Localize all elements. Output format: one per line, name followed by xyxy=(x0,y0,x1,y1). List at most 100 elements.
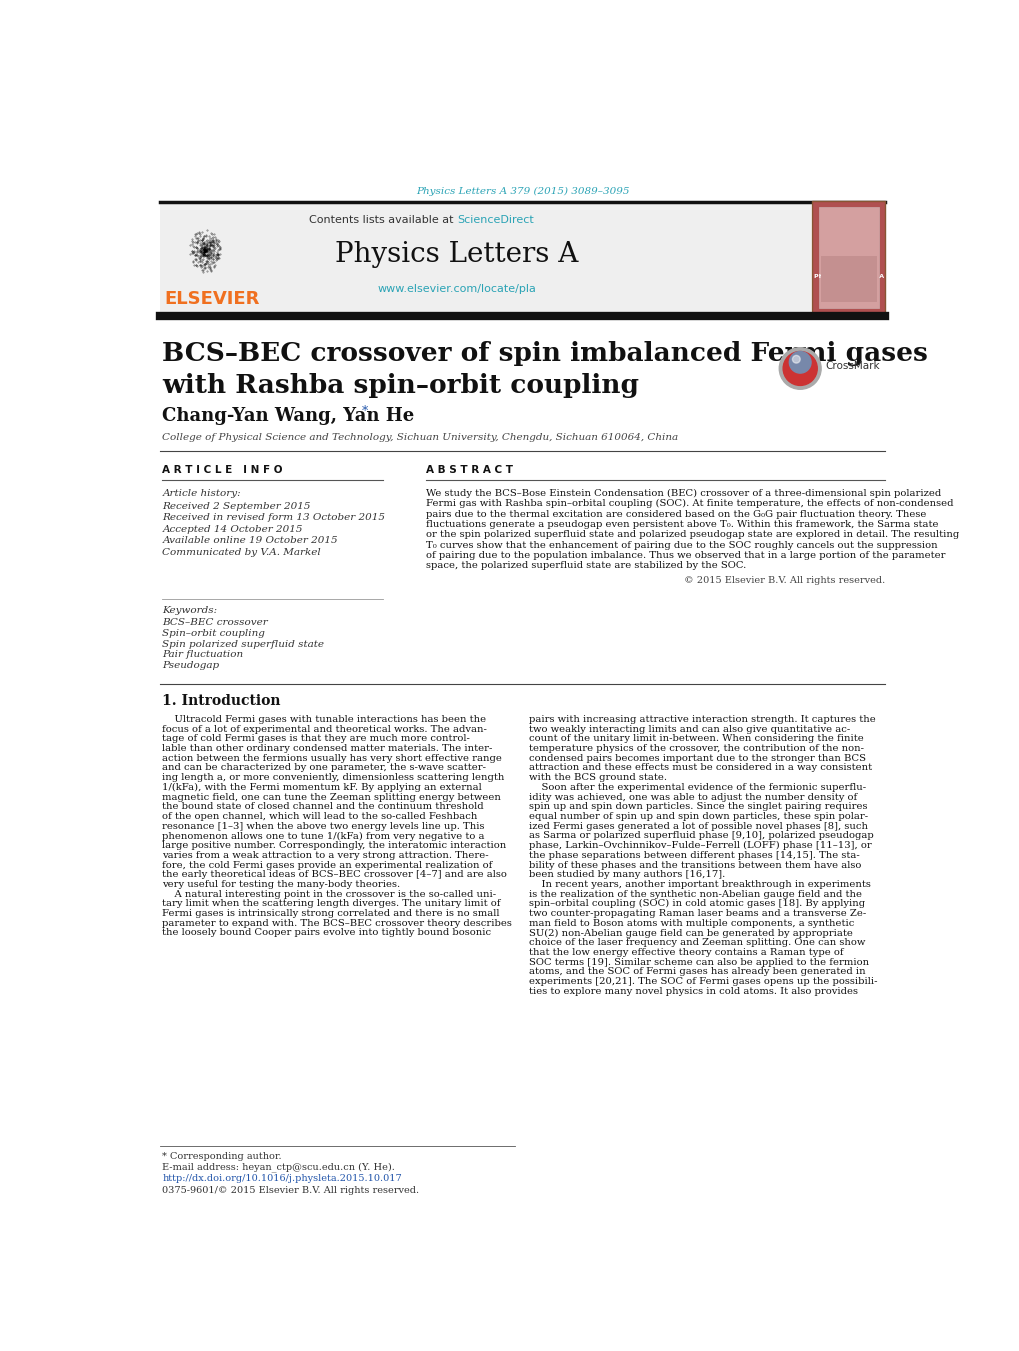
Text: attraction and these effects must be considered in a way consistent: attraction and these effects must be con… xyxy=(529,763,871,773)
Text: fluctuations generate a pseudogap even persistent above T₀. Within this framewor: fluctuations generate a pseudogap even p… xyxy=(426,520,937,528)
Text: large positive number. Correspondingly, the interatomic interaction: large positive number. Correspondingly, … xyxy=(162,842,506,850)
Circle shape xyxy=(779,347,820,389)
Text: count of the unitary limit in-between. When considering the finite: count of the unitary limit in-between. W… xyxy=(529,735,863,743)
Text: phase, Larkin–Ovchinnikov–Fulde–Ferrell (LOFF) phase [11–13], or: phase, Larkin–Ovchinnikov–Fulde–Ferrell … xyxy=(529,842,871,850)
Text: the early theoretical ideas of BCS–BEC crossover [4–7] and are also: the early theoretical ideas of BCS–BEC c… xyxy=(162,870,506,880)
Text: Physics Letters A: Physics Letters A xyxy=(335,240,578,267)
Text: spin–orbital coupling (SOC) in cold atomic gases [18]. By applying: spin–orbital coupling (SOC) in cold atom… xyxy=(529,900,864,908)
Text: Available online 19 October 2015: Available online 19 October 2015 xyxy=(162,536,337,546)
FancyBboxPatch shape xyxy=(818,207,878,308)
Text: varies from a weak attraction to a very strong attraction. There-: varies from a weak attraction to a very … xyxy=(162,851,488,859)
Text: pairs due to the thermal excitation are considered based on the G₀G pair fluctua: pairs due to the thermal excitation are … xyxy=(426,509,925,519)
Text: spin up and spin down particles. Since the singlet pairing requires: spin up and spin down particles. Since t… xyxy=(529,802,866,812)
Text: Pair fluctuation: Pair fluctuation xyxy=(162,650,244,659)
Text: that the low energy effective theory contains a Raman type of: that the low energy effective theory con… xyxy=(529,948,843,957)
Text: http://dx.doi.org/10.1016/j.physleta.2015.10.017: http://dx.doi.org/10.1016/j.physleta.201… xyxy=(162,1174,401,1183)
Text: Ultracold Fermi gases with tunable interactions has been the: Ultracold Fermi gases with tunable inter… xyxy=(162,715,486,724)
Text: A B S T R A C T: A B S T R A C T xyxy=(426,465,513,476)
Text: Received 2 September 2015: Received 2 September 2015 xyxy=(162,501,311,511)
Text: with the BCS ground state.: with the BCS ground state. xyxy=(529,773,666,782)
Text: bility of these phases and the transitions between them have also: bility of these phases and the transitio… xyxy=(529,861,860,870)
Text: the bound state of closed channel and the continuum threshold: the bound state of closed channel and th… xyxy=(162,802,484,812)
Text: Fermi gas with Rashba spin–orbital coupling (SOC). At finite temperature, the ef: Fermi gas with Rashba spin–orbital coupl… xyxy=(426,499,953,508)
Text: tary limit when the scattering length diverges. The unitary limit of: tary limit when the scattering length di… xyxy=(162,900,500,908)
Text: Contents lists available at: Contents lists available at xyxy=(309,215,457,224)
Text: pairs with increasing attractive interaction strength. It captures the: pairs with increasing attractive interac… xyxy=(529,715,875,724)
Text: College of Physical Science and Technology, Sichuan University, Chengdu, Sichuan: College of Physical Science and Technolo… xyxy=(162,434,678,442)
Text: fore, the cold Fermi gases provide an experimental realization of: fore, the cold Fermi gases provide an ex… xyxy=(162,861,492,870)
Text: Fermi gases is intrinsically strong correlated and there is no small: Fermi gases is intrinsically strong corr… xyxy=(162,909,499,919)
Text: ScienceDirect: ScienceDirect xyxy=(457,215,533,224)
Text: 1. Introduction: 1. Introduction xyxy=(162,694,280,708)
Text: idity was achieved, one was able to adjust the number density of: idity was achieved, one was able to adju… xyxy=(529,793,856,801)
Text: T₀ curves show that the enhancement of pairing due to the SOC roughly cancels ou: T₀ curves show that the enhancement of p… xyxy=(426,540,936,550)
Text: Spin polarized superfluid state: Spin polarized superfluid state xyxy=(162,639,324,648)
Text: Soon after the experimental evidence of the fermionic superflu-: Soon after the experimental evidence of … xyxy=(529,782,865,792)
Text: SOC terms [19]. Similar scheme can also be applied to the fermion: SOC terms [19]. Similar scheme can also … xyxy=(529,958,868,966)
Text: ing length a, or more conveniently, dimensionless scattering length: ing length a, or more conveniently, dime… xyxy=(162,773,504,782)
Text: Physics Letters A 379 (2015) 3089–3095: Physics Letters A 379 (2015) 3089–3095 xyxy=(416,186,629,196)
Text: the phase separations between different phases [14,15]. The sta-: the phase separations between different … xyxy=(529,851,859,859)
Text: action between the fermions usually has very short effective range: action between the fermions usually has … xyxy=(162,754,501,763)
Text: resonance [1–3] when the above two energy levels line up. This: resonance [1–3] when the above two energ… xyxy=(162,821,484,831)
Text: ized Fermi gases generated a lot of possible novel phases [8], such: ized Fermi gases generated a lot of poss… xyxy=(529,821,867,831)
Text: very useful for testing the many-body theories.: very useful for testing the many-body th… xyxy=(162,880,400,889)
Circle shape xyxy=(789,351,810,373)
Text: ELSEVIER: ELSEVIER xyxy=(164,290,260,308)
Text: In recent years, another important breakthrough in experiments: In recent years, another important break… xyxy=(529,880,870,889)
Text: ties to explore many novel physics in cold atoms. It also provides: ties to explore many novel physics in co… xyxy=(529,986,857,996)
Text: the loosely bound Cooper pairs evolve into tightly bound bosonic: the loosely bound Cooper pairs evolve in… xyxy=(162,928,491,938)
Text: Keywords:: Keywords: xyxy=(162,605,217,615)
Circle shape xyxy=(783,351,816,385)
Text: condensed pairs becomes important due to the stronger than BCS: condensed pairs becomes important due to… xyxy=(529,754,865,763)
Text: magnetic field, one can tune the Zeeman splitting energy between: magnetic field, one can tune the Zeeman … xyxy=(162,793,500,801)
Text: A natural interesting point in the crossover is the so-called uni-: A natural interesting point in the cross… xyxy=(162,889,496,898)
Text: Accepted 14 October 2015: Accepted 14 October 2015 xyxy=(162,526,303,534)
Text: 1/(kFa), with the Fermi momentum kF. By applying an external: 1/(kFa), with the Fermi momentum kF. By … xyxy=(162,782,482,792)
Text: Chang-Yan Wang, Yan He: Chang-Yan Wang, Yan He xyxy=(162,407,414,426)
Text: of the open channel, which will lead to the so-called Feshbach: of the open channel, which will lead to … xyxy=(162,812,477,821)
Text: been studied by many authors [16,17].: been studied by many authors [16,17]. xyxy=(529,870,725,880)
Text: equal number of spin up and spin down particles, these spin polar-: equal number of spin up and spin down pa… xyxy=(529,812,867,821)
Text: with Rashba spin–orbit coupling: with Rashba spin–orbit coupling xyxy=(162,373,639,399)
Text: SU(2) non-Abelian gauge field can be generated by appropriate: SU(2) non-Abelian gauge field can be gen… xyxy=(529,928,852,938)
Text: temperature physics of the crossover, the contribution of the non-: temperature physics of the crossover, th… xyxy=(529,744,863,753)
Text: man field to Boson atoms with multiple components, a synthetic: man field to Boson atoms with multiple c… xyxy=(529,919,854,928)
FancyBboxPatch shape xyxy=(820,257,876,303)
Text: 0375-9601/© 2015 Elsevier B.V. All rights reserved.: 0375-9601/© 2015 Elsevier B.V. All right… xyxy=(162,1186,419,1194)
FancyBboxPatch shape xyxy=(811,200,884,315)
Text: We study the BCS–Bose Einstein Condensation (BEC) crossover of a three-dimension: We study the BCS–Bose Einstein Condensat… xyxy=(426,489,941,497)
Text: Pseudogap: Pseudogap xyxy=(162,661,219,670)
Circle shape xyxy=(792,355,800,363)
Text: focus of a lot of experimental and theoretical works. The advan-: focus of a lot of experimental and theor… xyxy=(162,724,487,734)
Text: * Corresponding author.: * Corresponding author. xyxy=(162,1151,281,1161)
Text: lable than other ordinary condensed matter materials. The inter-: lable than other ordinary condensed matt… xyxy=(162,744,492,753)
Text: of pairing due to the population imbalance. Thus we observed that in a large por: of pairing due to the population imbalan… xyxy=(426,551,945,561)
Text: E-mail address: heyan_ctp@scu.edu.cn (Y. He).: E-mail address: heyan_ctp@scu.edu.cn (Y.… xyxy=(162,1162,395,1171)
Text: Article history:: Article history: xyxy=(162,489,240,497)
Text: two weakly interacting limits and can also give quantitative ac-: two weakly interacting limits and can al… xyxy=(529,724,850,734)
Text: choice of the laser frequency and Zeeman splitting. One can show: choice of the laser frequency and Zeeman… xyxy=(529,938,864,947)
Text: and can be characterized by one parameter, the s-wave scatter-: and can be characterized by one paramete… xyxy=(162,763,486,773)
Text: A R T I C L E   I N F O: A R T I C L E I N F O xyxy=(162,465,282,476)
Text: www.elsevier.com/locate/pla: www.elsevier.com/locate/pla xyxy=(377,284,536,295)
Text: is the realization of the synthetic non-Abelian gauge field and the: is the realization of the synthetic non-… xyxy=(529,889,861,898)
Text: space, the polarized superfluid state are stabilized by the SOC.: space, the polarized superfluid state ar… xyxy=(426,562,745,570)
Text: tage of cold Fermi gases is that they are much more control-: tage of cold Fermi gases is that they ar… xyxy=(162,735,470,743)
FancyBboxPatch shape xyxy=(160,204,810,312)
Text: or the spin polarized superfluid state and polarized pseudogap state are explore: or the spin polarized superfluid state a… xyxy=(426,531,958,539)
Text: phenomenon allows one to tune 1/(kFa) from very negative to a: phenomenon allows one to tune 1/(kFa) fr… xyxy=(162,831,484,840)
Text: experiments [20,21]. The SOC of Fermi gases opens up the possibili-: experiments [20,21]. The SOC of Fermi ga… xyxy=(529,977,876,986)
Text: BCS–BEC crossover of spin imbalanced Fermi gases: BCS–BEC crossover of spin imbalanced Fer… xyxy=(162,340,927,366)
Text: PHYSICS LETTERS A: PHYSICS LETTERS A xyxy=(813,274,883,278)
Text: CrossMark: CrossMark xyxy=(824,361,878,372)
Text: *: * xyxy=(361,405,368,417)
Text: Communicated by V.A. Markel: Communicated by V.A. Markel xyxy=(162,549,321,557)
Text: Spin–orbit coupling: Spin–orbit coupling xyxy=(162,628,265,638)
Text: parameter to expand with. The BCS–BEC crossover theory describes: parameter to expand with. The BCS–BEC cr… xyxy=(162,919,512,928)
Text: BCS–BEC crossover: BCS–BEC crossover xyxy=(162,617,268,627)
Text: as Sarma or polarized superfluid phase [9,10], polarized pseudogap: as Sarma or polarized superfluid phase [… xyxy=(529,831,873,840)
Text: two counter-propagating Raman laser beams and a transverse Ze-: two counter-propagating Raman laser beam… xyxy=(529,909,865,919)
Text: © 2015 Elsevier B.V. All rights reserved.: © 2015 Elsevier B.V. All rights reserved… xyxy=(684,577,884,585)
Text: atoms, and the SOC of Fermi gases has already been generated in: atoms, and the SOC of Fermi gases has al… xyxy=(529,967,865,977)
